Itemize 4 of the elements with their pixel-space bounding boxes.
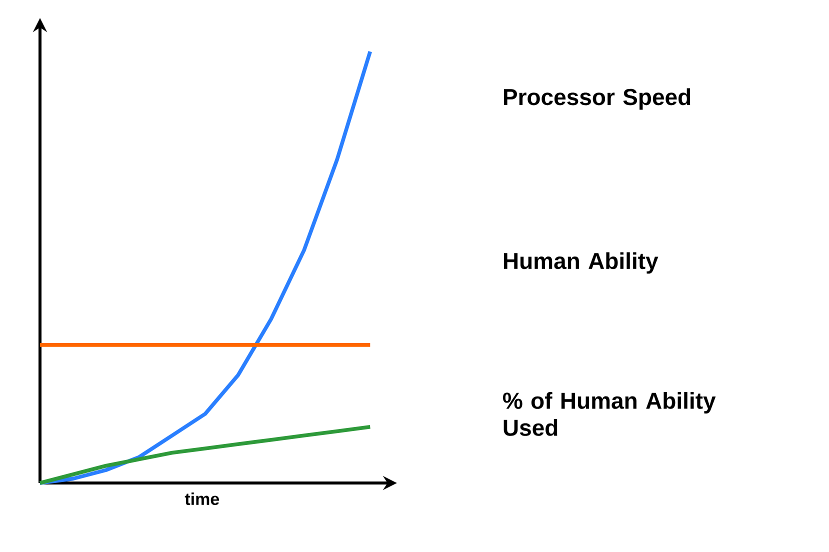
text: Human Ability — [504, 252, 658, 274]
x-axis-title: time — [184, 492, 220, 506]
text: Processor Speed — [504, 88, 690, 110]
text: % of Human Ability Used — [503, 392, 716, 436]
